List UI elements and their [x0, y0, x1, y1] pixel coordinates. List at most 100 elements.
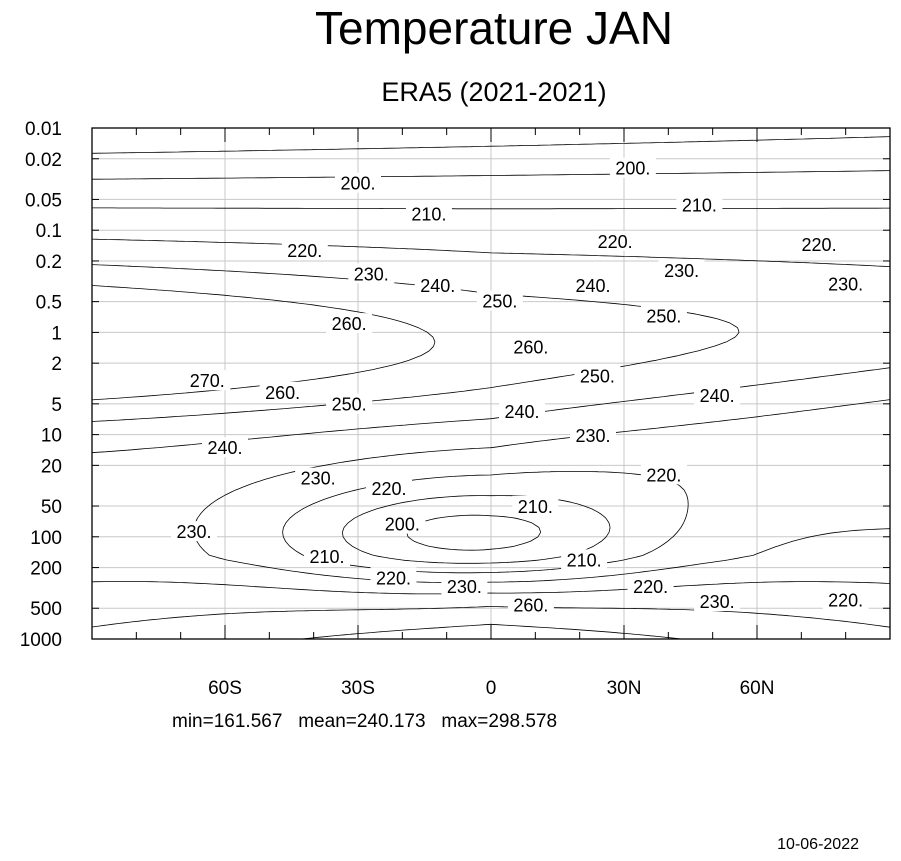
contour-label: 220. — [598, 232, 633, 252]
y-tick-label: 500 — [30, 599, 62, 620]
contour-line-210 — [406, 514, 542, 551]
contour-label: 210. — [518, 497, 553, 517]
contour-label: 220. — [376, 568, 411, 588]
contour-line-270 — [91, 285, 682, 640]
contour-label-bg — [370, 567, 417, 588]
contour-label: 250. — [580, 366, 615, 386]
contour-label: 210. — [411, 204, 446, 224]
y-tick-label: 10 — [41, 426, 62, 447]
contour-label-bg — [366, 477, 413, 498]
contour-label: 230. — [301, 469, 336, 489]
contour-line-230 — [92, 170, 891, 574]
contour-label-bg — [694, 385, 741, 406]
contour-label-bg — [326, 313, 373, 334]
contour-label: 230. — [354, 264, 389, 284]
y-tick-label: 0.01 — [25, 119, 62, 140]
contour-label-bg — [609, 157, 656, 178]
contour-label-bg — [405, 203, 452, 224]
contour-label-bg — [476, 290, 523, 311]
contour-label: 240. — [420, 276, 455, 296]
contour-label-bg — [335, 172, 381, 193]
contour-label-bg — [822, 589, 869, 610]
y-tick-label: 200 — [30, 559, 62, 580]
contour-label-bg — [676, 194, 723, 215]
y-tick-label: 1000 — [20, 630, 62, 651]
chart-title: Temperature JAN — [315, 2, 673, 54]
contour-label-bg — [184, 370, 231, 391]
contour-label: 240. — [700, 386, 735, 406]
y-tick-label: 0.5 — [36, 293, 62, 314]
plot-frame — [91, 127, 891, 640]
contour-label: 200. — [615, 159, 650, 179]
contour-label: 210. — [309, 547, 344, 567]
contour-label: 250. — [482, 292, 517, 312]
contour-lines — [91, 136, 891, 640]
contour-label-bg — [640, 305, 687, 326]
contour-label: 220. — [633, 577, 668, 597]
contour-label-bg — [414, 274, 461, 295]
contour-label: 240. — [207, 438, 242, 458]
contour-label-bg — [627, 576, 674, 597]
y-tick-label: 5 — [51, 395, 62, 416]
grid-lines — [92, 128, 890, 639]
y-tick-label: 0.05 — [25, 190, 62, 211]
y-tick-label: 0.02 — [25, 150, 62, 171]
contour-label-bg — [507, 336, 554, 357]
contour-label: 240. — [575, 276, 610, 296]
contour-labels: 200. 200. 210. 210. 220. 220. 220. 230. 230. 230.… — [170, 157, 869, 615]
contour-label: 230. — [176, 522, 211, 542]
contour-label: 270. — [190, 371, 225, 391]
contour-label-bg — [640, 464, 687, 485]
contour-label-bg — [592, 230, 639, 251]
y-tick-label: 0.1 — [36, 221, 62, 242]
contour-label: 260. — [332, 314, 367, 334]
contour-label-bg — [281, 240, 328, 261]
contour-line-250 — [91, 238, 891, 595]
contour-label: 200. — [385, 515, 420, 535]
contour-label: 230. — [664, 261, 699, 281]
contour-label-bg — [822, 273, 869, 294]
contour-label: 210. — [567, 550, 602, 570]
contour-label: 260. — [513, 337, 548, 357]
x-tick-label: 0 — [486, 678, 497, 699]
y-tick-label: 2 — [51, 354, 62, 375]
contour-label-bg — [303, 546, 350, 567]
contour-label-bg — [569, 424, 616, 445]
contour-line-260 — [91, 264, 891, 628]
contour-label: 200. — [340, 174, 375, 194]
contour-label-bg — [512, 495, 559, 516]
y-tick-label: 20 — [41, 456, 62, 477]
contour-label: 220. — [372, 479, 407, 499]
contour-label-bg — [202, 437, 248, 458]
contour-label: 210. — [682, 195, 717, 215]
x-tick-label: 60N — [740, 678, 775, 699]
contour-label-bg — [379, 513, 426, 534]
contour-label-bg — [796, 234, 843, 255]
contour-line-220 — [91, 136, 891, 564]
contour-label-bg — [326, 393, 373, 414]
stats-summary: min=161.567 mean=240.173 max=298.578 — [172, 711, 558, 732]
contour-label: 220. — [287, 241, 322, 261]
contour-label: 240. — [505, 402, 540, 422]
contour-label-bg — [658, 259, 705, 280]
chart-subtitle: ERA5 (2021-2021) — [381, 77, 607, 107]
contour-label-bg — [348, 263, 395, 284]
y-tick-label: 1 — [51, 323, 62, 344]
contour-label: 220. — [828, 590, 863, 610]
contour-label-bg — [569, 274, 616, 295]
axis-ticks: 0.01 0.02 0.05 0.1 0.2 0.5 1 2 5 10 20 50 100 200 500 1… — [20, 119, 890, 699]
contour-label: 230. — [700, 592, 735, 612]
x-tick-label: 30N — [607, 678, 642, 699]
x-tick-label: 60S — [208, 678, 242, 699]
y-tick-label: 0.2 — [36, 252, 62, 273]
contour-label: 220. — [646, 465, 681, 485]
contour-label-bg — [694, 591, 741, 612]
contour-label-bg — [574, 365, 621, 386]
contour-label-bg — [295, 467, 342, 488]
contour-label-bg — [441, 576, 488, 597]
contour-label: 230. — [575, 426, 610, 446]
contour-label: 260. — [265, 383, 300, 403]
contour-label-bg — [499, 400, 546, 421]
y-tick-label: 50 — [41, 497, 62, 518]
